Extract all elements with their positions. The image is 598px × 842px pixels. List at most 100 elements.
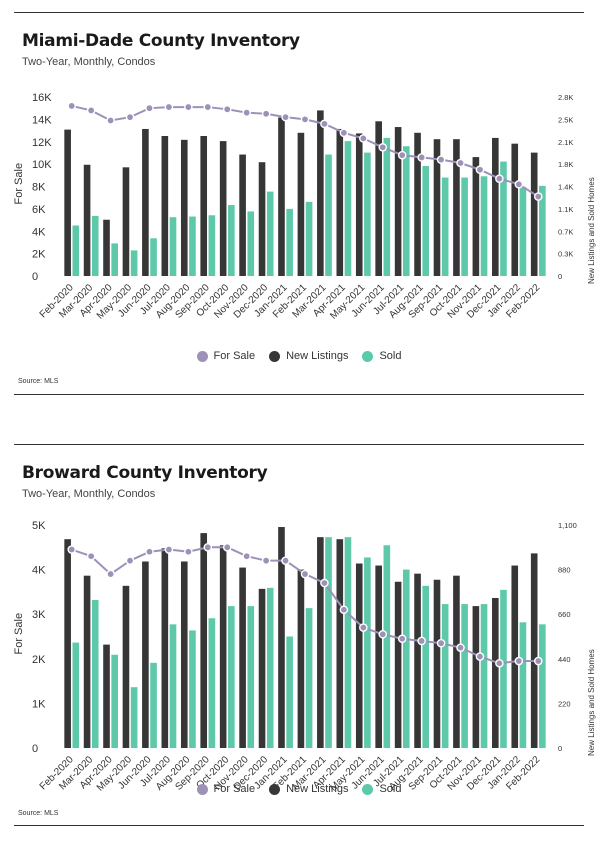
y-tick-label-left: 1K bbox=[32, 698, 46, 710]
chart-svg: 0 1K 2K 3K 4K 5K 0 220 440 660 880 1,100 For Sale New… bbox=[13, 520, 596, 794]
y-tick-label-right: 1.1K bbox=[558, 205, 573, 214]
point-for-sale bbox=[261, 109, 271, 119]
legend-item-new-listings: New Listings bbox=[269, 350, 348, 362]
point-for-sale bbox=[436, 638, 446, 648]
bar-new-listings bbox=[258, 162, 266, 276]
bar-sold bbox=[169, 624, 177, 748]
point-for-sale bbox=[164, 102, 174, 112]
bar-sold bbox=[480, 604, 488, 748]
y-tick-label-left: 0 bbox=[32, 271, 38, 283]
bar-new-listings bbox=[530, 553, 538, 748]
chart-title: Broward County Inventory bbox=[22, 463, 268, 483]
y-tick-label-left: 4K bbox=[32, 565, 46, 577]
bar-new-listings bbox=[219, 141, 227, 276]
point-for-sale bbox=[378, 629, 388, 639]
chart-subtitle: Two-Year, Monthly, Condos bbox=[22, 488, 156, 500]
bar-new-listings bbox=[180, 561, 188, 748]
bar-new-listings bbox=[453, 575, 460, 748]
bar-new-listings bbox=[492, 597, 499, 748]
point-for-sale bbox=[475, 165, 485, 175]
point-for-sale bbox=[533, 192, 543, 201]
point-for-sale bbox=[222, 542, 232, 552]
bar-sold bbox=[461, 604, 468, 748]
bar-sold bbox=[286, 208, 293, 276]
bar-new-listings bbox=[83, 575, 91, 748]
point-for-sale bbox=[106, 116, 115, 125]
bar-sold bbox=[111, 654, 118, 748]
point-for-sale bbox=[495, 658, 504, 668]
point-for-sale bbox=[514, 656, 524, 666]
bar-new-listings bbox=[433, 139, 441, 276]
legend-item-sold: Sold bbox=[362, 783, 401, 795]
bar-sold bbox=[500, 161, 507, 276]
bar-sold bbox=[150, 662, 157, 748]
bar-sold bbox=[402, 569, 410, 748]
point-for-sale bbox=[86, 106, 96, 115]
point-for-sale bbox=[203, 542, 213, 552]
top-rule bbox=[14, 12, 584, 13]
bar-sold bbox=[247, 211, 255, 276]
point-for-sale bbox=[86, 551, 96, 561]
legend-item-new-listings: New Listings bbox=[269, 783, 348, 795]
y-tick-label-left: 8K bbox=[32, 182, 46, 194]
bottom-rule bbox=[14, 825, 584, 826]
bar-new-listings bbox=[180, 139, 188, 276]
legend-swatch-new-listings bbox=[269, 350, 281, 362]
bar-new-listings bbox=[239, 567, 246, 748]
y-tick-label-right: 0 bbox=[558, 272, 562, 281]
bar-sold bbox=[286, 636, 293, 748]
point-for-sale bbox=[242, 108, 251, 117]
y-tick-label-right: 1.8K bbox=[558, 160, 573, 169]
source-note: Source: MLS bbox=[18, 378, 59, 385]
bar-new-listings bbox=[103, 219, 110, 276]
bar-sold bbox=[441, 604, 449, 748]
point-for-sale bbox=[222, 105, 232, 114]
bar-new-listings bbox=[375, 121, 382, 276]
bar-new-listings bbox=[492, 137, 499, 276]
y-tick-label-right: 0 bbox=[558, 744, 562, 753]
legend-label: For Sale bbox=[213, 350, 256, 362]
point-for-sale bbox=[261, 556, 271, 565]
chart-subtitle: Two-Year, Monthly, Condos bbox=[22, 56, 156, 68]
y-tick-label-left: 6K bbox=[32, 204, 46, 216]
point-for-sale bbox=[67, 101, 77, 111]
bar-sold bbox=[130, 687, 138, 748]
point-for-sale bbox=[533, 656, 543, 666]
bottom-rule bbox=[14, 394, 584, 395]
legend-swatch-for-sale bbox=[196, 350, 208, 362]
bar-sold bbox=[266, 191, 274, 276]
bar-sold bbox=[150, 238, 157, 276]
point-for-sale bbox=[106, 569, 115, 579]
y-tick-label-left: 2K bbox=[32, 249, 46, 261]
y-tick-label-left: 16K bbox=[32, 92, 52, 104]
point-for-sale bbox=[378, 143, 388, 152]
bar-new-listings bbox=[453, 139, 460, 276]
bar-sold bbox=[325, 154, 332, 276]
y-tick-label-right: 660 bbox=[558, 610, 571, 619]
bar-sold bbox=[500, 589, 507, 748]
bar-new-listings bbox=[278, 117, 285, 276]
y-tick-label-right: 440 bbox=[558, 655, 571, 664]
bar-new-listings bbox=[511, 143, 519, 276]
point-for-sale bbox=[184, 102, 193, 112]
y-tick-label-left: 10K bbox=[32, 159, 52, 171]
y-tick-label-left: 2K bbox=[32, 654, 46, 666]
bar-new-listings bbox=[278, 527, 285, 748]
bar-sold bbox=[344, 537, 352, 748]
point-for-sale bbox=[436, 155, 446, 164]
legend-swatch-sold bbox=[362, 350, 374, 362]
bar-sold bbox=[383, 545, 391, 748]
bar-sold bbox=[111, 243, 118, 276]
y-tick-label-left: 14K bbox=[32, 114, 52, 126]
point-for-sale bbox=[417, 153, 426, 162]
bar-new-listings bbox=[530, 152, 538, 276]
bar-sold bbox=[91, 215, 99, 276]
y-tick-label-right: 0.7K bbox=[558, 227, 573, 236]
point-for-sale bbox=[475, 652, 485, 661]
legend-label: Sold bbox=[379, 783, 402, 795]
bar-sold bbox=[519, 622, 527, 748]
point-for-sale bbox=[184, 547, 193, 557]
bar-new-listings bbox=[122, 585, 130, 748]
bar-new-listings bbox=[375, 565, 382, 748]
y-axis-title-left: For Sale bbox=[13, 163, 25, 205]
